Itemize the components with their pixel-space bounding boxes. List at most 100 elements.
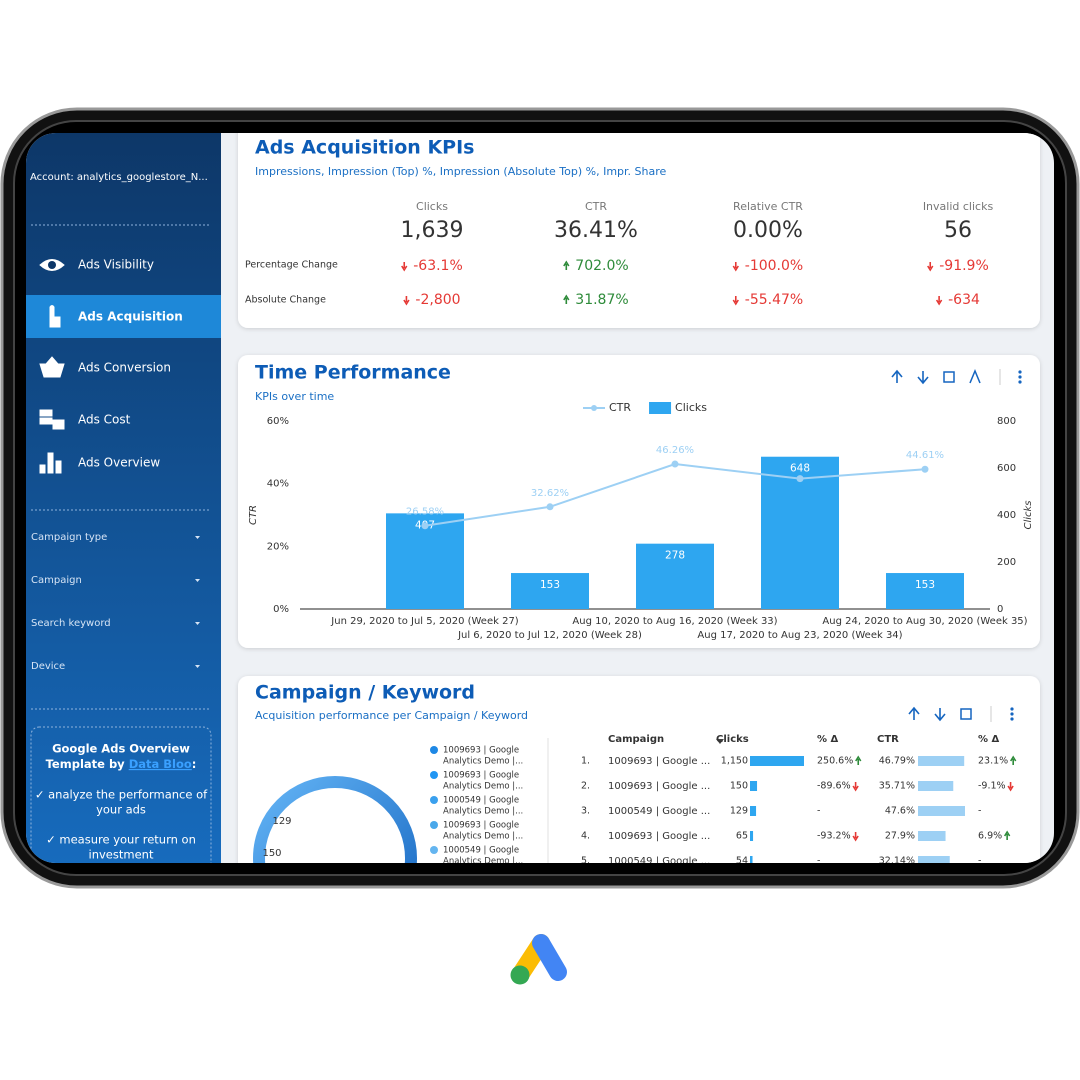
clicks-label: 1,150 (721, 756, 748, 767)
donut-label: 150 (262, 848, 281, 859)
kpi-name: CTR (585, 200, 607, 213)
card-subtitle: Acquisition performance per Campaign / K… (255, 709, 528, 722)
sort-up-icon[interactable] (891, 369, 903, 383)
ctr-bar (918, 781, 954, 791)
nav-icon (48, 261, 56, 269)
kpi-card (238, 133, 1040, 328)
dashboard: Account: analytics_googlestore_N... Ads V… (26, 133, 1040, 864)
legend-swatch (430, 746, 438, 754)
column-header: % Δ (817, 734, 839, 745)
trend-arrow (563, 294, 570, 304)
line-point (921, 465, 929, 473)
trend-arrow (852, 782, 859, 792)
sort-az-icon[interactable] (969, 369, 981, 384)
trend-arrow (563, 260, 570, 270)
delta: 250.6% (817, 756, 853, 767)
campaign-name: 1009693 | Google ... (608, 831, 710, 842)
nav-item[interactable]: Ads Visibility (78, 258, 154, 272)
legend-label: Analytics Demo |... (443, 782, 523, 792)
y-tick-label: 40% (267, 479, 289, 490)
menu-dot[interactable] (1010, 712, 1014, 716)
filter-caret (195, 579, 200, 582)
bar-label: 278 (665, 550, 685, 562)
chart-icon[interactable] (943, 371, 955, 383)
x-tick-label: Aug 24, 2020 to Aug 30, 2020 (Week 35) (822, 616, 1027, 627)
info-title: Google Ads Overview (52, 742, 190, 756)
menu-dot[interactable] (1018, 375, 1022, 379)
clicks-bar (750, 781, 758, 791)
info-title: Template by (46, 757, 126, 771)
kpi-change: -2,800 (415, 292, 460, 308)
sort-down-icon[interactable] (934, 708, 946, 722)
sort-up-icon[interactable] (908, 706, 920, 720)
legend-label: Analytics Demo |... (443, 807, 523, 817)
legend-label: 1009693 | Google (443, 746, 519, 756)
legend-swatch (430, 771, 438, 779)
point-label: 32.62% (531, 488, 569, 499)
legend-label: Analytics Demo |... (443, 832, 523, 842)
nav-item[interactable]: Ads Conversion (78, 361, 171, 375)
trend-arrow (1003, 830, 1011, 840)
delta: - (978, 806, 981, 817)
ctr-bar (918, 806, 965, 816)
chart-controls (891, 369, 1022, 722)
bar (886, 573, 964, 609)
campaign-name: 1009693 | Google ... (608, 756, 710, 767)
filter-control[interactable]: Search keyword (31, 618, 111, 629)
chart-icon[interactable] (960, 708, 972, 720)
filter-caret (195, 536, 200, 539)
delta: - (817, 856, 820, 864)
bar-label: 153 (915, 579, 935, 591)
filter-caret (195, 622, 200, 625)
menu-dot[interactable] (1010, 717, 1014, 721)
nav-item[interactable]: Ads Cost (78, 413, 131, 427)
bar (636, 543, 714, 609)
row-rank: 5. (581, 856, 590, 864)
menu-dot[interactable] (1018, 370, 1022, 374)
logo-green (510, 965, 530, 985)
ctr-bar (918, 831, 946, 841)
filter-control[interactable]: Campaign type (31, 532, 107, 543)
menu-dot[interactable] (1010, 707, 1014, 711)
kpi-value: 36.41% (554, 218, 638, 243)
logo-blue (532, 934, 567, 981)
menu-dot[interactable] (1018, 380, 1022, 384)
card-title: Campaign / Keyword (255, 682, 475, 704)
ctr-bar (918, 856, 950, 863)
legend-swatch (591, 405, 597, 411)
row-rank: 4. (581, 831, 590, 842)
delta: -9.1% (978, 781, 1006, 792)
info-item: ✓ analyze the performance of (35, 788, 208, 802)
row-rank: 1. (581, 756, 590, 767)
card-title: Ads Acquisition KPIs (255, 137, 474, 159)
legend-label: 1000549 | Google (443, 796, 519, 806)
nav-item[interactable]: Ads Overview (78, 456, 160, 470)
delta: 6.9% (978, 831, 1002, 842)
google-ads-logo (510, 934, 567, 985)
legend-swatch (430, 821, 438, 829)
kpi-value: 56 (944, 218, 972, 243)
y-tick-label: 60% (267, 416, 289, 427)
account-label: Account: analytics_googlestore_N... (30, 172, 208, 183)
filter-control[interactable]: Device (31, 661, 65, 672)
ctr-bar (918, 756, 965, 766)
point-label: 46.26% (656, 445, 694, 456)
clicks-bar (750, 831, 754, 841)
y-axis-title: CTR (248, 505, 259, 525)
trend-arrow (401, 262, 408, 272)
campaign-name: 1009693 | Google ... (608, 781, 710, 792)
clicks-bar (750, 756, 804, 766)
trend-arrow (852, 832, 859, 842)
line-point (671, 460, 679, 468)
filter-control[interactable]: Campaign (31, 575, 82, 586)
donut-label: 129 (272, 816, 291, 827)
info-link[interactable]: Data Bloo (129, 757, 192, 771)
clicks-label: 54 (736, 856, 748, 864)
bar-label: 648 (790, 463, 810, 475)
nav-item[interactable]: Ads Acquisition (78, 310, 183, 324)
column-header: CTR (877, 734, 899, 745)
sort-down-icon[interactable] (917, 371, 929, 385)
sort-indicator[interactable] (716, 739, 724, 744)
donut-ring (253, 776, 417, 863)
